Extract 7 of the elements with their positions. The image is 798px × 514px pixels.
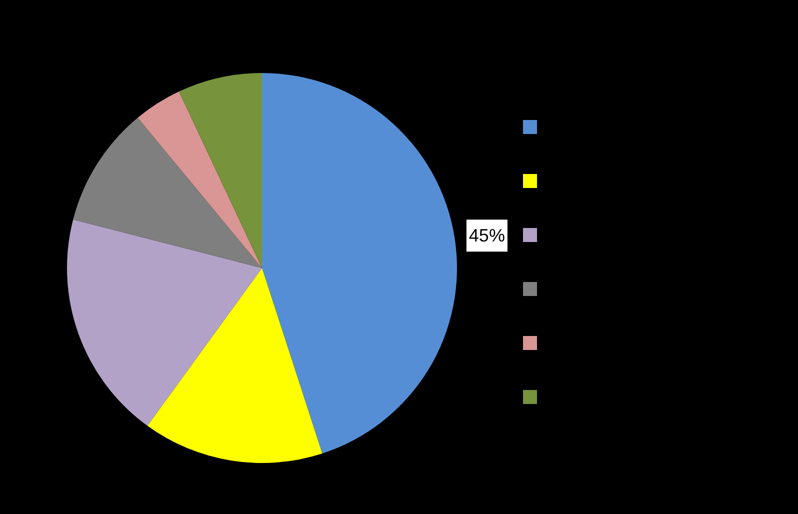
pie-slice [73,118,262,268]
pie-slice [147,268,322,463]
pie-slice [262,73,457,454]
pie-slice [178,73,262,268]
data-label: 45% [468,226,505,246]
pie-slice [138,92,262,268]
pie-slice [67,220,262,426]
